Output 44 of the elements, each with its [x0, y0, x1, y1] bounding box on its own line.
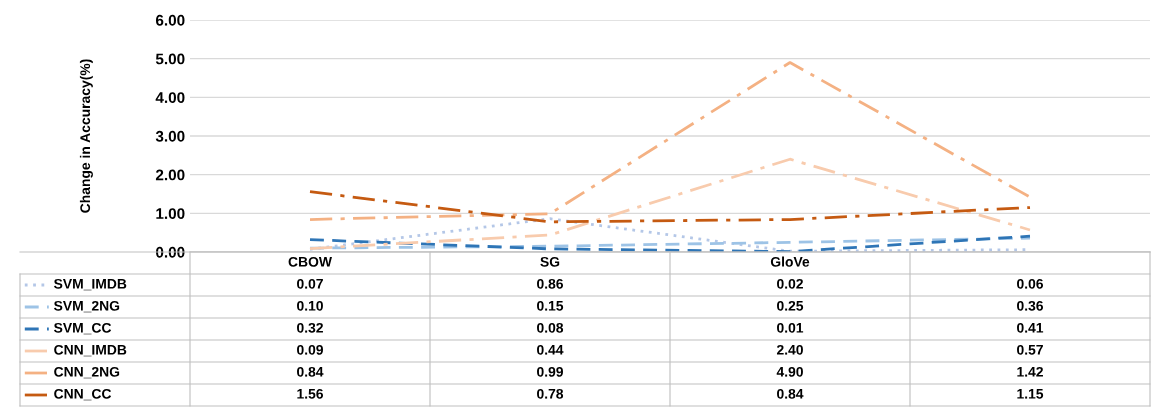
legend-label: CNN_2NG: [54, 366, 120, 379]
data-label: 1.56: [297, 388, 324, 399]
y-tick-label: 1.00: [156, 208, 185, 220]
data-label: 0.15: [537, 300, 564, 311]
data-label: 0.36: [1017, 300, 1044, 311]
data-label: 2.40: [776, 344, 803, 355]
data-label: 0.25: [777, 300, 804, 311]
y-tick-label: 3.00: [155, 130, 185, 142]
data-label: 0.86: [537, 278, 564, 289]
legend-label: SVM_2NG: [54, 300, 120, 313]
data-label: 0.08: [537, 322, 564, 333]
data-label: 0.41: [1017, 322, 1044, 333]
legend-label: CNN_IMDB: [54, 344, 127, 357]
y-tick-label: 0.00: [156, 246, 185, 258]
x-tick-label: SG: [540, 256, 560, 267]
data-label: 0.78: [537, 388, 564, 399]
y-tick-label: 5.00: [155, 53, 185, 65]
legend-label: SVM_IMDB: [54, 278, 127, 291]
line-series: [308, 157, 1032, 250]
y-tick-label: 6.00: [155, 14, 185, 26]
data-label: 0.01: [777, 322, 804, 333]
data-label: 0.84: [297, 366, 324, 377]
data-label: 0.02: [777, 278, 803, 289]
data-label: 1.15: [1017, 389, 1044, 399]
y-tick-label: 4.00: [155, 92, 185, 104]
data-label: 0.44: [537, 344, 564, 355]
line-series: [308, 61, 1032, 221]
data-label: 0.06: [1017, 278, 1044, 289]
data-label: 0.07: [297, 278, 323, 289]
legend-label: SVM_CC: [54, 322, 112, 335]
legend-label: CNN_CC: [54, 388, 112, 401]
data-label: 0.10: [297, 300, 323, 311]
y-tick-label: 2.00: [155, 169, 185, 181]
data-label: 0.57: [1017, 344, 1043, 355]
x-tick-label: CBOW: [288, 256, 332, 267]
data-label: 4.90: [776, 366, 803, 377]
data-label: 0.32: [297, 322, 323, 333]
y-axis-title: Change in Accuracy(%): [79, 59, 93, 213]
x-tick-label: GloVe: [770, 256, 810, 267]
data-label: 0.09: [297, 344, 323, 355]
data-label: 0.84: [777, 388, 804, 399]
data-label: 1.42: [1017, 366, 1043, 377]
line-series: [308, 190, 1032, 224]
data-label: 0.99: [537, 366, 563, 377]
